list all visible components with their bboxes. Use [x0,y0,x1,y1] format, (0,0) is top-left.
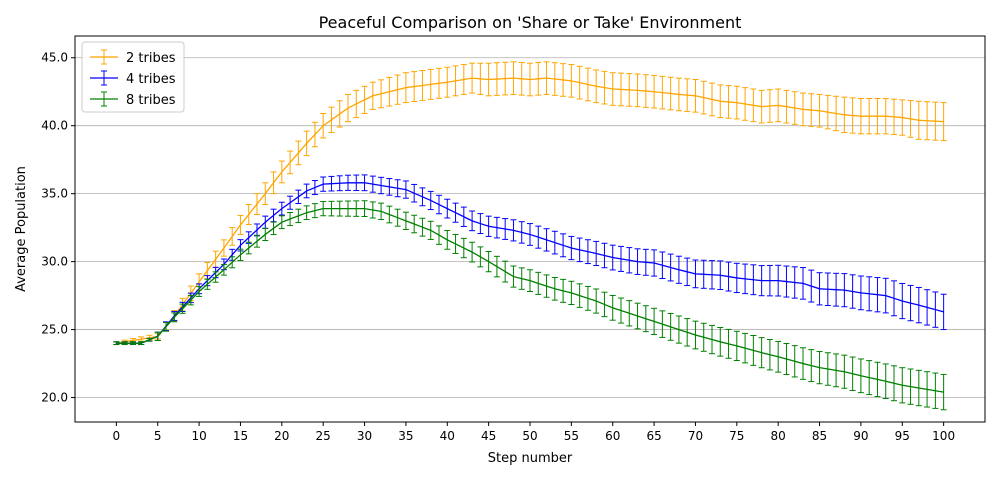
x-axis: 0 5 10 15 20 25 30 35 40 45 50 55 60 65 70 75 80 85 90 95 10… [113,422,955,443]
x-tick-label: 100 [932,429,955,443]
x-tick-label: 5 [154,429,162,443]
y-axis: 20.0 25.0 30.0 35.0 40.0 45.0 [41,51,75,405]
series-8-tribes [113,200,947,411]
y-tick-label: 30.0 [41,255,68,269]
x-tick-label: 85 [812,429,827,443]
chart-title: Peaceful Comparison on 'Share or Take' E… [319,13,742,32]
series-line [116,77,944,344]
series-line [116,182,944,344]
x-tick-label: 55 [564,429,579,443]
series-layer [113,61,947,411]
x-axis-label: Step number [488,451,573,466]
y-tick-label: 40.0 [41,119,68,133]
x-tick-label: 45 [481,429,496,443]
x-tick-label: 35 [398,429,413,443]
series-line [116,207,944,393]
x-tick-label: 70 [688,429,703,443]
legend-frame [81,41,185,113]
x-tick-label: 30 [357,429,372,443]
x-tick-label: 40 [440,429,455,443]
x-tick-label: 20 [274,429,289,443]
x-tick-label: 95 [895,429,910,443]
error-bars [113,174,947,346]
x-tick-label: 80 [771,429,786,443]
y-tick-label: 25.0 [41,323,68,337]
x-tick-label: 50 [522,429,537,443]
x-tick-label: 10 [191,429,206,443]
x-tick-label: 25 [316,429,331,443]
x-tick-label: 0 [113,429,121,443]
x-tick-label: 60 [605,429,620,443]
legend-label: 4 tribes [126,72,176,87]
legend-label: 8 tribes [126,93,176,108]
series-2-tribes [113,61,947,346]
x-tick-label: 15 [233,429,248,443]
series-4-tribes [113,174,947,346]
y-tick-label: 35.0 [41,187,68,201]
x-tick-label: 65 [646,429,661,443]
error-bars [113,61,947,346]
y-tick-label: 45.0 [41,51,68,65]
x-tick-label: 90 [853,429,868,443]
legend: 2 tribes 4 tribes 8 tribes [81,41,185,113]
legend-label: 2 tribes [126,51,176,66]
x-tick-label: 75 [729,429,744,443]
y-axis-label: Average Population [14,166,29,292]
y-tick-label: 20.0 [41,391,68,405]
